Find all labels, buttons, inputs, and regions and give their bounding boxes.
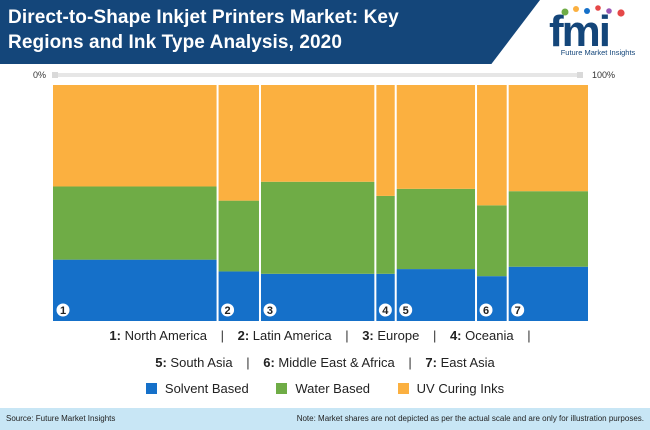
bar-segment-6-water-based	[476, 205, 508, 277]
separator: |	[246, 355, 250, 370]
region-badge-6	[479, 303, 493, 317]
region-badge-4	[378, 303, 392, 317]
x-axis-end-label: 100%	[592, 70, 616, 80]
bar-segment-1-uv-curing-inks	[53, 85, 218, 187]
region-badge-5	[399, 303, 413, 317]
svg-text:fmi: fmi	[549, 7, 609, 56]
bar-segment-5-water-based	[395, 188, 477, 270]
legend-item-solvent: Solvent Based	[145, 381, 249, 396]
axis-start-marker	[52, 72, 58, 78]
bar-segment-5-uv-curing-inks	[395, 85, 477, 189]
source-text: Source: Future Market Insights	[6, 414, 116, 423]
legend-swatch	[145, 383, 157, 394]
bar-segment-2-water-based	[217, 200, 260, 272]
region-badge-label-3: 3	[267, 305, 273, 317]
title-band	[0, 0, 540, 64]
bar-segment-4-water-based	[375, 195, 396, 274]
legend-swatch	[276, 383, 288, 394]
footer: Source: Future Market Insights Note: Mar…	[0, 408, 650, 430]
separator: |	[527, 328, 531, 343]
separator: |	[345, 328, 349, 343]
regions-legend-row-2: 5: South Asia | 6: Middle East & Africa …	[0, 355, 650, 370]
bar-segment-3-water-based	[259, 181, 376, 274]
bar-segment-1-water-based	[53, 186, 218, 260]
legend-item-water: Water Based	[276, 381, 370, 396]
bar-segment-3-solvent-based	[259, 273, 376, 321]
fmi-logo-icon: fmi	[549, 5, 625, 56]
region-key-5: 5: South Asia	[155, 355, 233, 370]
bar-segment-6-solvent-based	[476, 276, 508, 321]
region-badge-7	[511, 303, 525, 317]
header: Direct-to-Shape Inkjet Printers Market: …	[0, 0, 650, 64]
chart-title: Direct-to-Shape Inkjet Printers Market: …	[8, 7, 399, 53]
region-key-7: 7: East Asia	[425, 355, 495, 370]
region-badge-label-6: 6	[483, 305, 489, 317]
x-axis-start-label: 0%	[33, 70, 47, 80]
bar-segment-2-uv-curing-inks	[217, 85, 260, 201]
region-badge-label-5: 5	[403, 305, 409, 317]
separator: |	[432, 328, 437, 343]
bar-segment-6-uv-curing-inks	[476, 85, 508, 206]
marimekko-chart: 1 2 3 4 5 6 7	[52, 72, 588, 321]
region-badge-label-1: 1	[60, 305, 66, 317]
legend-item-uv: UV Curing Inks	[397, 381, 504, 396]
bar-segment-3-uv-curing-inks	[259, 85, 376, 182]
region-badge-label-2: 2	[225, 305, 231, 317]
region-key-1: 1: North America	[109, 328, 207, 343]
bar-segment-1-solvent-based	[53, 259, 218, 321]
region-key-2: 2: Latin America	[237, 328, 332, 343]
region-key-3: 3: Europe	[362, 328, 420, 343]
region-badge-3	[263, 303, 277, 317]
bar-segment-7-water-based	[507, 191, 588, 267]
region-key-4: 4: Oceania	[449, 328, 514, 343]
bars-group: 1 2 3 4 5 6 7	[53, 85, 588, 321]
series-legend: Solvent Based Water Based UV Curing Inks	[0, 381, 650, 396]
note-text: Note: Market shares are not depicted as …	[296, 414, 644, 423]
region-key-6: 6: Middle East & Africa	[263, 355, 395, 370]
region-badge-2	[221, 303, 235, 317]
regions-legend-row-1: 1: North America | 2: Latin America | 3:…	[0, 328, 650, 343]
axis-end-marker	[577, 72, 583, 78]
region-badge-label-7: 7	[515, 305, 521, 317]
bar-segment-4-uv-curing-inks	[375, 85, 396, 196]
region-badge-1	[56, 303, 70, 317]
separator: |	[220, 328, 224, 343]
region-badge-label-4: 4	[382, 305, 389, 317]
logo-caption: Future Market Insights	[560, 48, 636, 57]
legend-swatch	[397, 383, 409, 394]
separator: |	[408, 355, 412, 370]
bar-segment-7-uv-curing-inks	[507, 85, 588, 192]
